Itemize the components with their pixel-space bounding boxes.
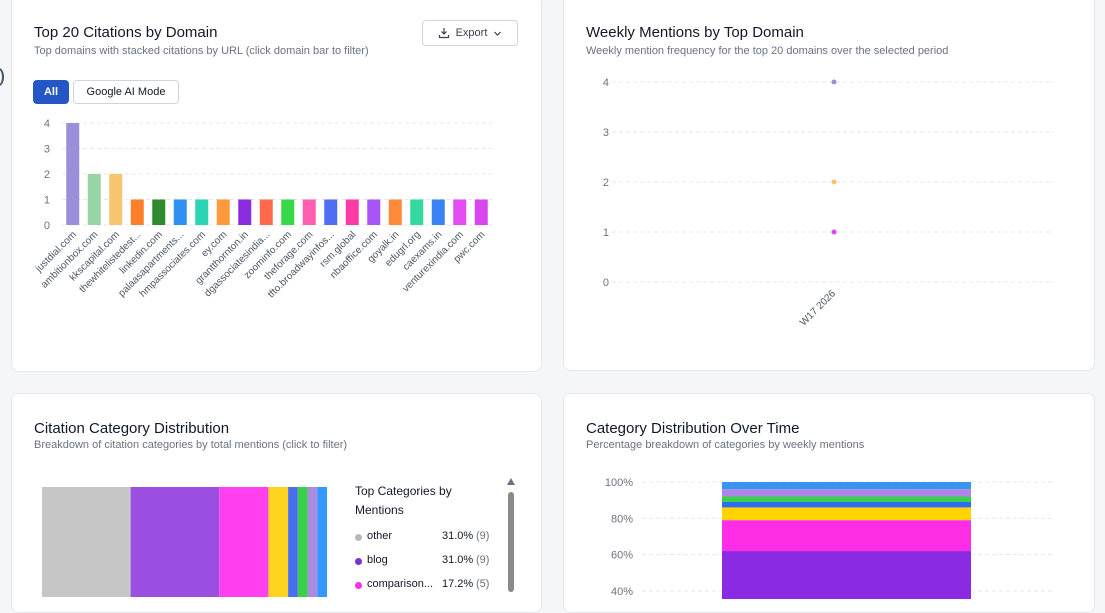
stack-segment[interactable] <box>722 496 971 502</box>
y-tick-label: 60% <box>611 550 633 562</box>
y-tick-label: 4 <box>603 77 609 89</box>
legend-scrollbar[interactable] <box>507 478 515 592</box>
card-title: Citation Category Distribution <box>34 420 230 437</box>
bar[interactable] <box>152 199 166 226</box>
citations-bar-chart: 01234justdial.comambitionbox.comkkscapit… <box>33 118 492 300</box>
card-subtitle: Weekly mention frequency for the top 20 … <box>586 45 949 57</box>
y-tick-label: 100% <box>605 477 633 489</box>
chevron-down-icon <box>494 31 502 36</box>
bar[interactable] <box>345 199 359 226</box>
legend-label: other <box>367 530 393 542</box>
y-tick-label: 40% <box>611 586 633 598</box>
card-title: Top 20 Citations by Domain <box>34 24 218 41</box>
bar[interactable] <box>130 199 144 226</box>
legend-count: (9) <box>476 554 490 566</box>
bar[interactable] <box>324 199 338 226</box>
legend-percent: 17.2% <box>442 578 474 590</box>
category-distribution-card: Citation Category Distribution Breakdown… <box>11 393 542 613</box>
treemap-cell[interactable] <box>219 487 269 597</box>
legend-label: comparison... <box>367 578 434 590</box>
x-tick-label: W17 2026 <box>798 288 838 328</box>
weekly-mentions-card: Weekly Mentions by Top Domain Weekly men… <box>563 0 1095 371</box>
data-point[interactable] <box>831 229 837 235</box>
y-tick-label: 4 <box>44 118 50 130</box>
bar[interactable] <box>66 123 80 225</box>
bar[interactable] <box>281 199 295 226</box>
export-button[interactable]: Export <box>422 20 518 46</box>
y-tick-label: 3 <box>44 144 50 156</box>
legend-dot <box>355 534 362 541</box>
bar[interactable] <box>410 199 424 226</box>
bar[interactable] <box>431 199 445 226</box>
legend-item[interactable]: other 31.0% (9) <box>355 530 495 544</box>
treemap-cell[interactable] <box>268 487 289 597</box>
card-subtitle: Breakdown of citation categories by tota… <box>34 439 348 451</box>
data-point[interactable] <box>831 79 837 85</box>
treemap-cell[interactable] <box>317 487 327 597</box>
bar[interactable] <box>388 199 402 226</box>
y-tick-label: 0 <box>603 277 609 289</box>
card-title: Category Distribution Over Time <box>586 420 800 437</box>
bar[interactable] <box>453 199 467 226</box>
legend-title: Top Categories by Mentions <box>355 484 452 517</box>
treemap-cell[interactable] <box>288 487 298 597</box>
bar[interactable] <box>259 199 273 226</box>
y-tick-label: 2 <box>603 177 609 189</box>
edge-circle-icon <box>0 68 4 86</box>
legend-item[interactable]: blog 31.0% (9) <box>355 554 495 568</box>
bar[interactable] <box>474 199 488 226</box>
top-citations-card: Top 20 Citations by Domain Top domains w… <box>11 0 542 372</box>
legend-percent: 31.0% <box>442 554 474 566</box>
stack-segment[interactable] <box>722 489 971 497</box>
legend-dot <box>355 582 362 589</box>
bar[interactable] <box>195 199 209 226</box>
filter-all-button[interactable]: All <box>33 80 69 104</box>
legend-dot <box>355 558 362 565</box>
treemap-cell[interactable] <box>297 487 308 597</box>
y-tick-label: 0 <box>44 220 50 232</box>
card-subtitle: Percentage breakdown of categories by we… <box>586 439 865 451</box>
stack-segment[interactable] <box>722 520 971 552</box>
category-stacked-bar-chart: 40% 60% 80% 100% <box>605 477 1054 599</box>
card-subtitle: Top domains with stacked citations by UR… <box>34 45 369 57</box>
bar[interactable] <box>173 199 187 226</box>
legend-item[interactable]: comparison... 17.2% (5) <box>355 578 495 592</box>
scroll-thumb[interactable] <box>508 492 514 592</box>
stack-segment[interactable] <box>722 551 971 599</box>
y-tick-label: 80% <box>611 513 633 525</box>
legend-percent: 31.0% <box>442 530 474 542</box>
weekly-mentions-scatter-chart: 0 1 2 3 4 W17 2026 <box>603 77 1054 328</box>
scroll-up-arrow-icon[interactable] <box>507 478 515 485</box>
legend-count: (9) <box>476 530 490 542</box>
legend-count: (5) <box>476 578 490 590</box>
category-treemap <box>42 487 327 597</box>
filter-google-ai-mode-button[interactable]: Google AI Mode <box>73 80 179 104</box>
bar[interactable] <box>238 199 252 226</box>
stack-segment[interactable] <box>722 507 971 521</box>
y-tick-label: 2 <box>44 169 50 181</box>
treemap-cell[interactable] <box>42 487 131 597</box>
export-label: Export <box>455 27 488 39</box>
treemap-cell[interactable] <box>130 487 220 597</box>
y-tick-label: 3 <box>603 127 609 139</box>
stack-segment[interactable] <box>722 501 971 508</box>
bar[interactable] <box>216 199 230 226</box>
download-icon <box>438 28 449 39</box>
bar[interactable] <box>367 199 381 226</box>
stack-segment[interactable] <box>722 482 971 490</box>
bar[interactable] <box>109 174 123 225</box>
y-tick-label: 1 <box>603 227 609 239</box>
bar[interactable] <box>302 199 316 226</box>
data-point[interactable] <box>831 179 837 185</box>
treemap-cell[interactable] <box>307 487 318 597</box>
category-over-time-card: Category Distribution Over Time Percenta… <box>563 393 1095 613</box>
card-title: Weekly Mentions by Top Domain <box>586 24 804 41</box>
legend-label: blog <box>367 554 388 566</box>
y-tick-label: 1 <box>44 195 50 207</box>
bar[interactable] <box>87 174 101 225</box>
